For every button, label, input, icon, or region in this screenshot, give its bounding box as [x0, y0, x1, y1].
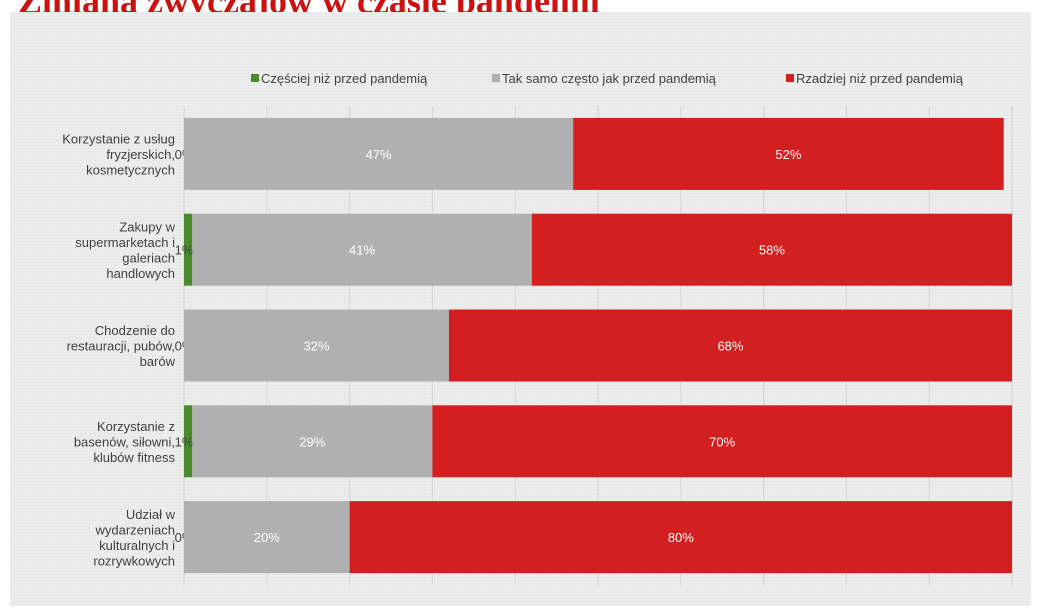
- legend-label: Tak samo często jak przed pandemią: [502, 71, 717, 86]
- category-label: Chodzenie do restauracji, pubów, barów: [67, 323, 176, 369]
- data-label: 52%: [775, 147, 801, 162]
- bar-segment: [192, 405, 433, 478]
- legend-swatch: [786, 74, 794, 82]
- bar-segment: [184, 213, 193, 286]
- bar-segment: [349, 501, 1013, 574]
- category-label: Korzystanie z basenów, siłowni, klubów fit…: [74, 419, 176, 465]
- data-label: 29%: [299, 434, 325, 449]
- category-label: Korzystanie z usług fryzjerskich, kosmetyc…: [62, 131, 175, 177]
- chart-panel: 0%47%52%Korzystanie z usługfryzjerskich,…: [10, 12, 1031, 606]
- data-label: 20%: [254, 530, 280, 545]
- data-label: 41%: [349, 243, 375, 258]
- bar-segment: [192, 213, 532, 286]
- bar-segment: [184, 309, 449, 382]
- bar-segment: [573, 117, 1004, 190]
- bar-segment: [448, 309, 1013, 382]
- data-label: 1%: [175, 434, 194, 449]
- bar-segment: [531, 213, 1012, 286]
- bar-segment: [184, 117, 574, 190]
- bar-segment: [184, 501, 350, 574]
- category-label: Udział w wydarzeniach kulturalnych i rozryw…: [93, 507, 175, 568]
- bar-segment: [432, 405, 1012, 478]
- data-label: 70%: [709, 434, 735, 449]
- legend-swatch: [492, 74, 500, 82]
- data-label: 32%: [303, 339, 329, 354]
- data-label: 68%: [717, 339, 743, 354]
- legend-label: Rzadziej niż przed pandemią: [796, 71, 964, 86]
- stacked-bar-chart: 0%47%52%Korzystanie z usługfryzjerskich,…: [62, 71, 1013, 585]
- data-label: 80%: [668, 530, 694, 545]
- data-label: 47%: [366, 147, 392, 162]
- legend-swatch: [251, 74, 259, 82]
- data-label: 1%: [175, 243, 194, 258]
- category-label: Zakupy w supermarketach i galeriach handlow…: [75, 219, 175, 281]
- legend-label: Częściej niż przed pandemią: [261, 71, 428, 86]
- bar-segment: [184, 405, 193, 478]
- data-label: 58%: [759, 243, 785, 258]
